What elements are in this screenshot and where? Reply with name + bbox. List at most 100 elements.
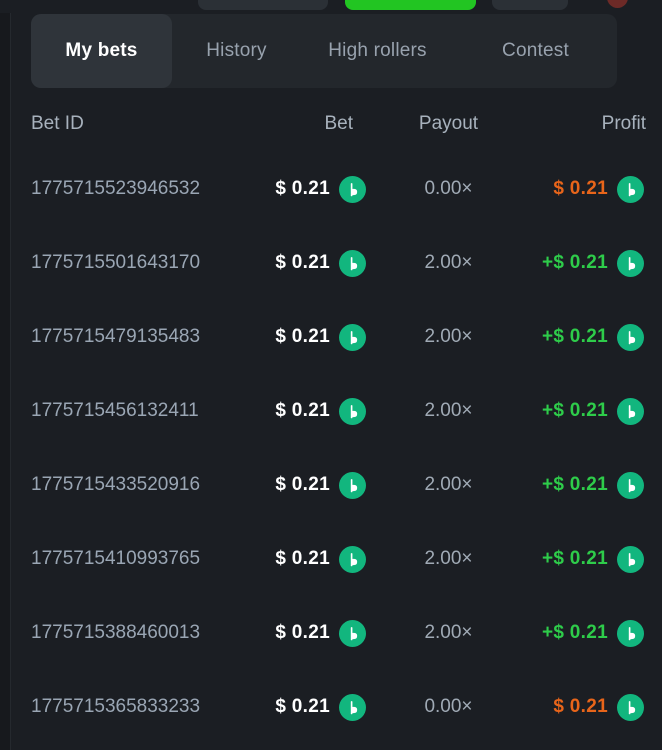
tab-contest[interactable]: Contest bbox=[454, 14, 617, 88]
payout-value: 2.00× bbox=[424, 622, 473, 643]
table-row[interactable]: 1775715479135483 $ 0.21 2.00× +$ 0.21 bbox=[11, 300, 662, 374]
cell-bet-id[interactable]: 1775715456132411 bbox=[11, 400, 216, 422]
profit-value: +$ 0.21 bbox=[541, 548, 608, 569]
bitcoin-coin-icon bbox=[617, 545, 644, 573]
cell-bet: $ 0.21 bbox=[216, 397, 376, 425]
header-cell-bet[interactable]: Bet bbox=[216, 113, 376, 135]
cell-bet-id[interactable]: 1775715501643170 bbox=[11, 252, 216, 274]
cell-bet: $ 0.21 bbox=[216, 471, 376, 499]
bets-table: Bet ID Bet Payout Profit 177571552394653… bbox=[11, 96, 662, 744]
bet-amount-value: $ 0.21 bbox=[275, 252, 330, 273]
table-row[interactable]: 1775715456132411 $ 0.21 2.00× +$ 0.21 bbox=[11, 374, 662, 448]
bitcoin-coin-icon bbox=[339, 397, 366, 425]
bet-amount-value: $ 0.21 bbox=[275, 474, 330, 495]
payout-value: 0.00× bbox=[424, 696, 473, 717]
tab-high-rollers-label: High rollers bbox=[328, 40, 427, 61]
table-row[interactable]: 1775715410993765 $ 0.21 2.00× +$ 0.21 bbox=[11, 522, 662, 596]
payout-value: 2.00× bbox=[424, 474, 473, 495]
bitcoin-coin-icon bbox=[617, 249, 644, 277]
profit-value: +$ 0.21 bbox=[541, 326, 608, 347]
tab-history[interactable]: History bbox=[172, 14, 301, 88]
cell-bet-id[interactable]: 1775715410993765 bbox=[11, 548, 216, 570]
cell-bet: $ 0.21 bbox=[216, 323, 376, 351]
cell-bet-id[interactable]: 1775715365833233 bbox=[11, 696, 216, 718]
table-row[interactable]: 1775715501643170 $ 0.21 2.00× +$ 0.21 bbox=[11, 226, 662, 300]
table-row[interactable]: 1775715433520916 $ 0.21 2.00× +$ 0.21 bbox=[11, 448, 662, 522]
table-row[interactable]: 1775715365833233 $ 0.21 0.00× $ 0.21 bbox=[11, 670, 662, 744]
bitcoin-coin-icon bbox=[617, 175, 644, 203]
header-bet-id-label: Bet ID bbox=[31, 113, 84, 134]
notification-dot-icon[interactable] bbox=[607, 0, 628, 8]
bet-id-value: 1775715479135483 bbox=[31, 326, 201, 347]
left-gutter bbox=[0, 0, 10, 750]
toolbar-primary-button[interactable] bbox=[345, 0, 476, 10]
payout-value: 2.00× bbox=[424, 326, 473, 347]
table-body: 1775715523946532 $ 0.21 0.00× $ 0.21 1775715… bbox=[11, 152, 662, 744]
header-cell-profit[interactable]: Profit bbox=[521, 113, 662, 135]
tab-my-bets-label: My bets bbox=[65, 40, 138, 61]
profit-value: $ 0.21 bbox=[553, 178, 608, 199]
toolbar-button-left[interactable] bbox=[198, 0, 328, 10]
bet-id-value: 1775715523946532 bbox=[31, 178, 201, 199]
bet-amount-value: $ 0.21 bbox=[275, 400, 330, 421]
table-header-row: Bet ID Bet Payout Profit bbox=[11, 96, 662, 152]
tab-my-bets[interactable]: My bets bbox=[31, 14, 172, 88]
bet-id-value: 1775715501643170 bbox=[31, 252, 201, 273]
header-profit-label: Profit bbox=[601, 113, 646, 134]
table-row[interactable]: 1775715388460013 $ 0.21 2.00× +$ 0.21 bbox=[11, 596, 662, 670]
payout-value: 2.00× bbox=[424, 548, 473, 569]
cell-bet-id[interactable]: 1775715433520916 bbox=[11, 474, 216, 496]
header-cell-payout[interactable]: Payout bbox=[376, 113, 521, 135]
bitcoin-coin-icon bbox=[617, 397, 644, 425]
cell-payout: 2.00× bbox=[376, 326, 521, 348]
cell-payout: 0.00× bbox=[376, 178, 521, 200]
cell-bet-id[interactable]: 1775715523946532 bbox=[11, 178, 216, 200]
cell-bet-id[interactable]: 1775715479135483 bbox=[11, 326, 216, 348]
payout-value: 0.00× bbox=[424, 178, 473, 199]
bet-amount-value: $ 0.21 bbox=[275, 696, 330, 717]
header-payout-label: Payout bbox=[418, 113, 479, 134]
bet-id-value: 1775715456132411 bbox=[31, 400, 199, 421]
bitcoin-coin-icon bbox=[617, 619, 644, 647]
toolbar-button-right[interactable] bbox=[492, 0, 568, 10]
top-toolbar-cutoff bbox=[0, 0, 662, 13]
cell-profit: $ 0.21 bbox=[521, 693, 662, 721]
profit-value: +$ 0.21 bbox=[541, 474, 608, 495]
bet-id-value: 1775715410993765 bbox=[31, 548, 201, 569]
bitcoin-coin-icon bbox=[339, 619, 366, 647]
bitcoin-coin-icon bbox=[339, 323, 366, 351]
cell-payout: 2.00× bbox=[376, 622, 521, 644]
cell-profit: +$ 0.21 bbox=[521, 471, 662, 499]
tab-bar: My bets History High rollers Contest bbox=[31, 14, 617, 88]
header-bet-label: Bet bbox=[324, 113, 353, 134]
cell-payout: 2.00× bbox=[376, 474, 521, 496]
cell-profit: +$ 0.21 bbox=[521, 323, 662, 351]
table-row[interactable]: 1775715523946532 $ 0.21 0.00× $ 0.21 bbox=[11, 152, 662, 226]
cell-bet-id[interactable]: 1775715388460013 bbox=[11, 622, 216, 644]
bitcoin-coin-icon bbox=[617, 471, 644, 499]
bet-id-value: 1775715365833233 bbox=[31, 696, 201, 717]
bitcoin-coin-icon bbox=[617, 693, 644, 721]
bet-amount-value: $ 0.21 bbox=[275, 548, 330, 569]
header-cell-bet-id[interactable]: Bet ID bbox=[11, 113, 216, 135]
cell-payout: 2.00× bbox=[376, 548, 521, 570]
profit-value: +$ 0.21 bbox=[541, 252, 608, 273]
payout-value: 2.00× bbox=[424, 252, 473, 273]
cell-bet: $ 0.21 bbox=[216, 619, 376, 647]
gutter-divider bbox=[10, 0, 11, 750]
cell-bet: $ 0.21 bbox=[216, 249, 376, 277]
bet-id-value: 1775715433520916 bbox=[31, 474, 201, 495]
cell-payout: 2.00× bbox=[376, 400, 521, 422]
bitcoin-coin-icon bbox=[339, 471, 366, 499]
cell-profit: +$ 0.21 bbox=[521, 545, 662, 573]
bitcoin-coin-icon bbox=[339, 693, 366, 721]
bet-amount-value: $ 0.21 bbox=[275, 178, 330, 199]
tab-high-rollers[interactable]: High rollers bbox=[301, 14, 454, 88]
cell-payout: 2.00× bbox=[376, 252, 521, 274]
cell-bet: $ 0.21 bbox=[216, 545, 376, 573]
bet-amount-value: $ 0.21 bbox=[275, 622, 330, 643]
cell-payout: 0.00× bbox=[376, 696, 521, 718]
cell-profit: +$ 0.21 bbox=[521, 619, 662, 647]
bitcoin-coin-icon bbox=[617, 323, 644, 351]
